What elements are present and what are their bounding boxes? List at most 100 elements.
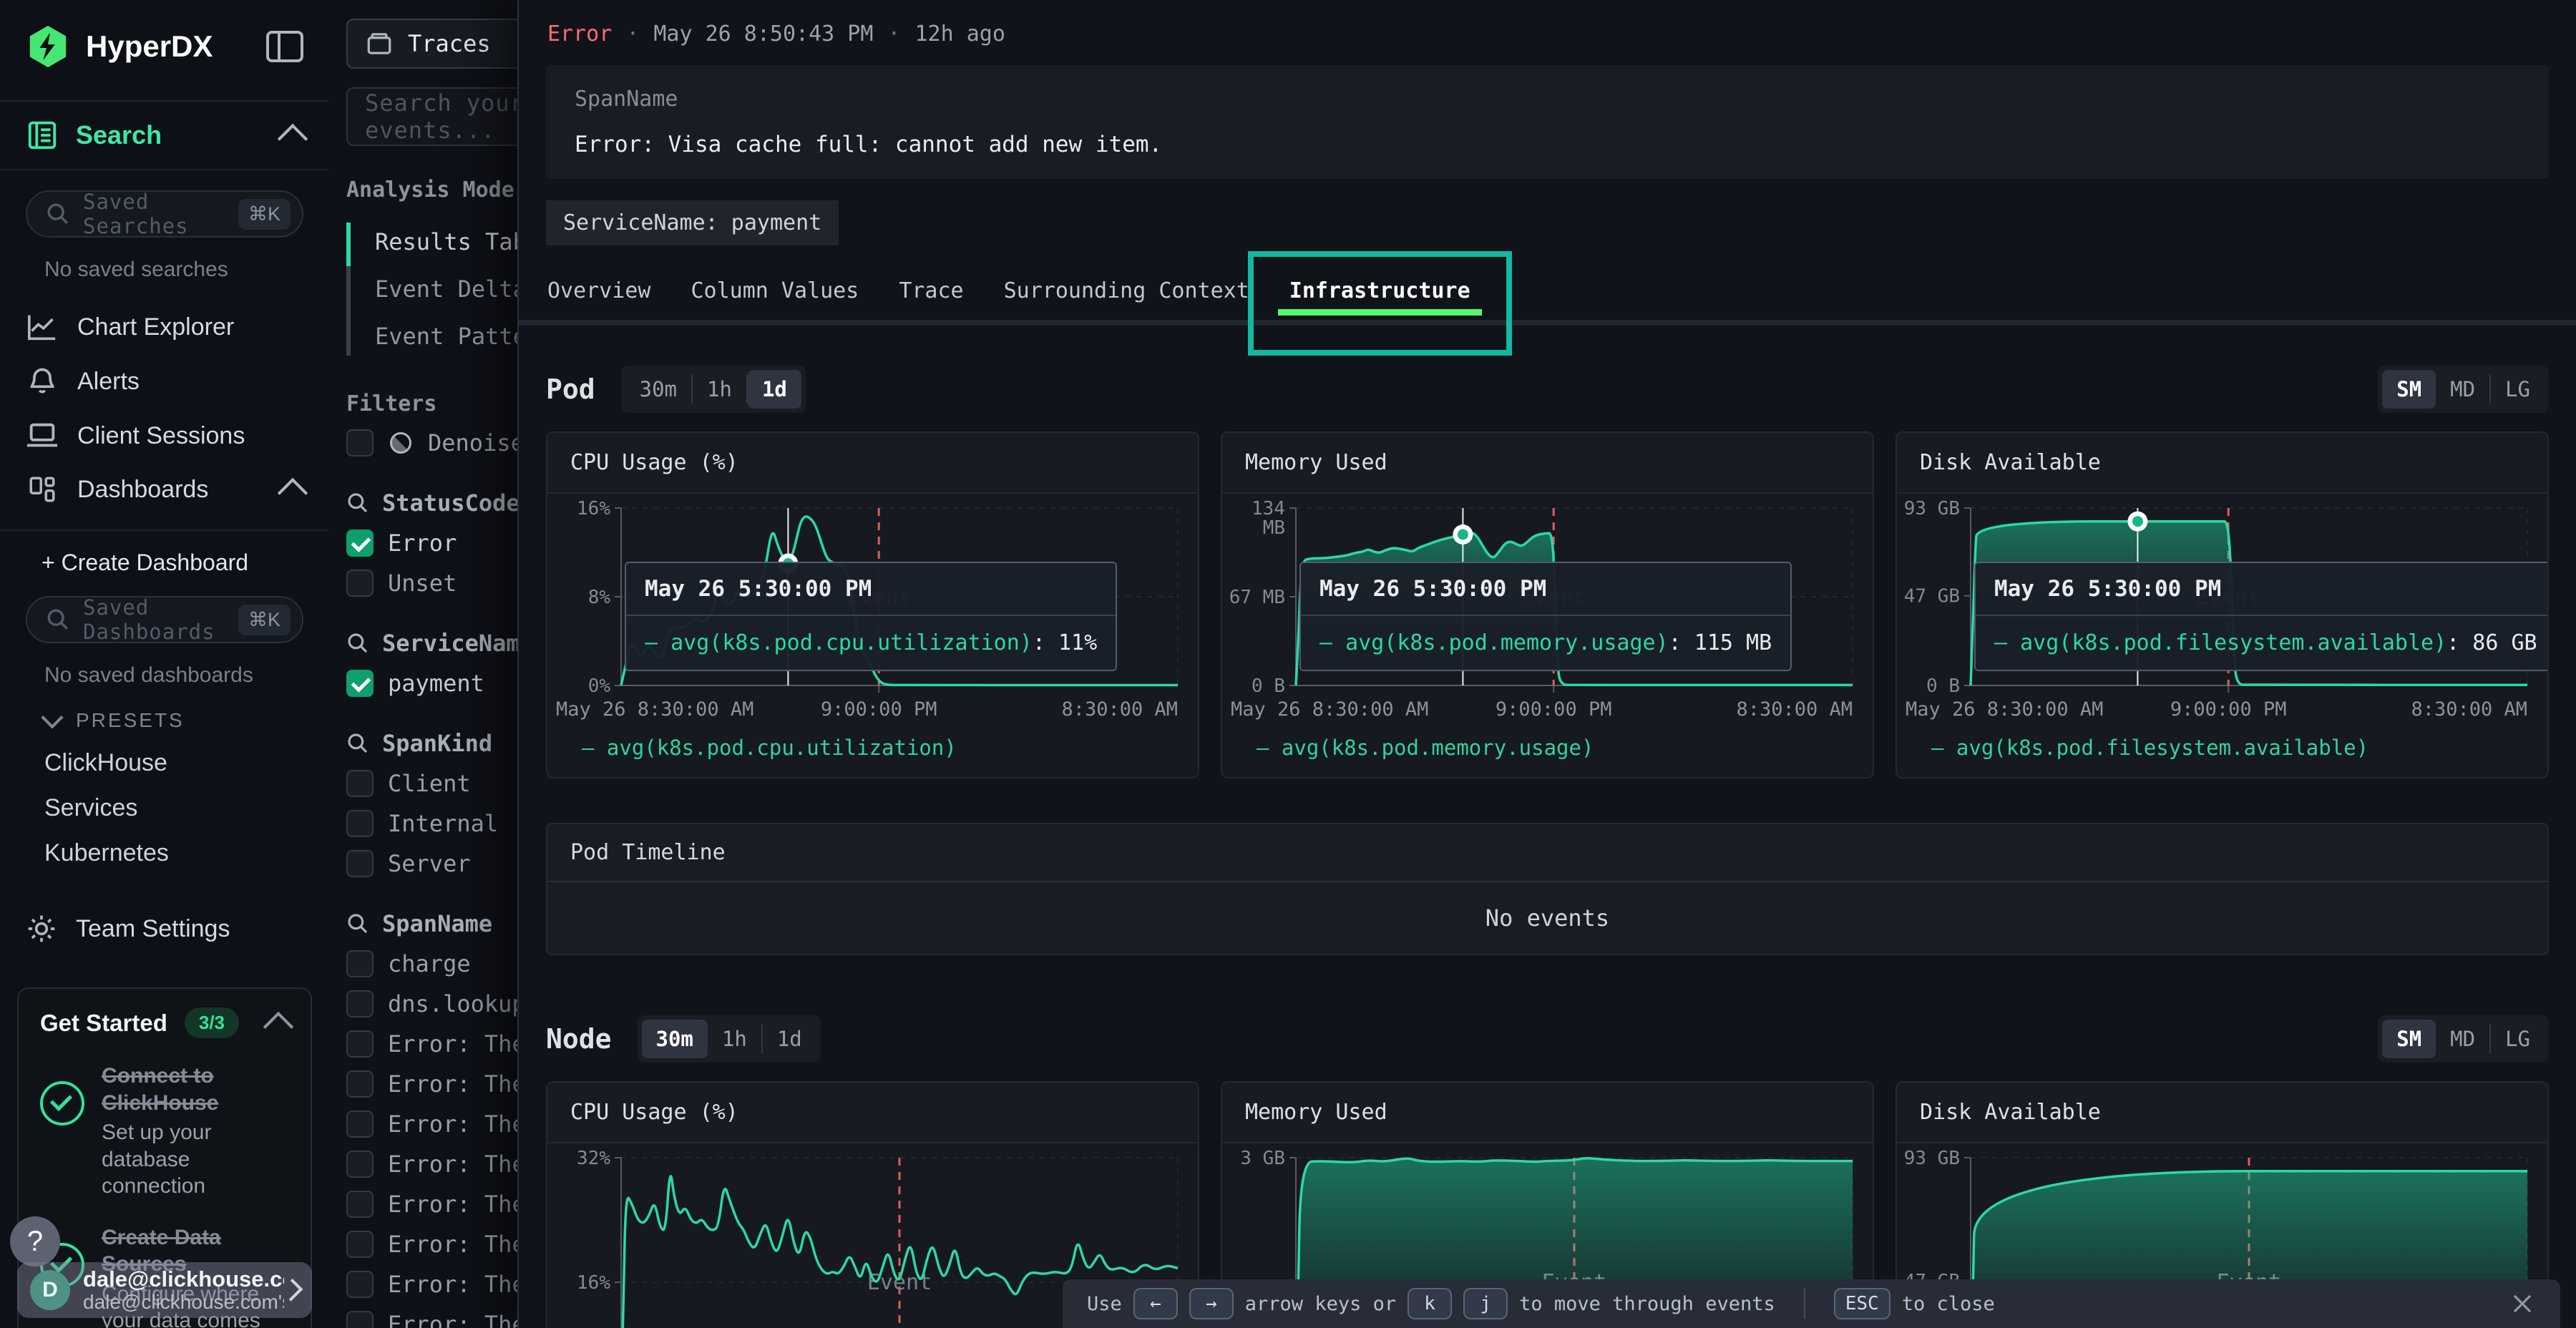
tab-infrastructure[interactable]: Infrastructure	[1289, 263, 1470, 320]
mode-results-table[interactable]: Results Table	[346, 218, 517, 265]
close-icon[interactable]	[2509, 1290, 2536, 1317]
range-30m[interactable]: 30m	[625, 370, 691, 409]
checkbox-checked[interactable]	[346, 529, 374, 557]
event-search-input[interactable]: Search your events...	[346, 87, 517, 146]
filter-group-servicename[interactable]: ServiceName	[346, 630, 517, 657]
preset-services[interactable]: Services	[44, 794, 329, 822]
range-30m[interactable]: 30m	[642, 1020, 708, 1058]
filter-option[interactable]: dns.lookup	[346, 990, 517, 1017]
step-desc: Set up your database connection	[102, 1119, 289, 1200]
saved-dashboards-input[interactable]: Saved Dashboards ⌘K	[26, 596, 303, 643]
filter-option[interactable]: Error: The cr	[346, 1231, 517, 1258]
checkbox[interactable]	[346, 1231, 374, 1258]
size-md[interactable]: MD	[2436, 370, 2489, 409]
checkbox-checked[interactable]	[346, 670, 374, 697]
mode-event-patterns[interactable]: Event Patterns	[346, 313, 517, 360]
tab-column-values[interactable]: Column Values	[691, 263, 859, 320]
checkbox[interactable]	[346, 770, 374, 797]
user-org: dale@clickhouse.com's	[83, 1292, 284, 1314]
tab-trace[interactable]: Trace	[899, 263, 963, 320]
checkbox[interactable]	[346, 1151, 374, 1178]
checkbox[interactable]	[346, 429, 374, 456]
filter-option[interactable]: Server	[346, 850, 517, 877]
chevron-up-icon	[278, 478, 308, 508]
tooltip-value: : 86 GB	[2446, 630, 2537, 655]
sidebar-item-chart-explorer[interactable]: Chart Explorer	[0, 301, 329, 353]
size-lg[interactable]: LG	[2491, 370, 2545, 409]
preset-clickhouse[interactable]: ClickHouse	[44, 749, 329, 777]
checkbox[interactable]	[346, 810, 374, 837]
size-sm[interactable]: SM	[2382, 370, 2436, 409]
checkbox[interactable]	[346, 950, 374, 977]
checkbox[interactable]	[346, 570, 374, 597]
k-key[interactable]: k	[1407, 1288, 1452, 1319]
filter-option[interactable]: Client	[346, 770, 517, 797]
filter-option[interactable]: Error: The cr	[346, 1030, 517, 1058]
range-1h[interactable]: 1h	[708, 1020, 761, 1058]
tab-overview[interactable]: Overview	[547, 263, 651, 320]
filter-option[interactable]: Error: The cr	[346, 1271, 517, 1298]
help-button[interactable]: ?	[10, 1216, 60, 1266]
get-started-step[interactable]: Connect to ClickHouse Set up your databa…	[40, 1063, 289, 1200]
saved-dashboards-placeholder: Saved Dashboards	[83, 595, 238, 644]
separator: ·	[626, 21, 639, 47]
filter-option[interactable]: Error	[346, 529, 517, 557]
filter-option[interactable]: charge	[346, 950, 517, 977]
service-name-tag[interactable]: ServiceName: payment	[546, 200, 839, 245]
filter-option[interactable]: Internal	[346, 810, 517, 837]
sidebar-item-client-sessions[interactable]: Client Sessions	[0, 409, 329, 462]
sidebar-item-alerts[interactable]: Alerts	[0, 353, 329, 409]
size-md[interactable]: MD	[2436, 1020, 2489, 1058]
presets-toggle[interactable]: PRESETS	[44, 709, 329, 732]
nav-label: Alerts	[77, 368, 303, 396]
checkbox[interactable]	[346, 850, 374, 877]
sidebar-item-team-settings[interactable]: Team Settings	[0, 899, 329, 959]
filter-option[interactable]: Error: The cr	[346, 1191, 517, 1218]
filter-group-statuscode[interactable]: StatusCode	[346, 489, 517, 517]
checkbox[interactable]	[346, 990, 374, 1017]
chevron-up-icon[interactable]	[263, 1011, 293, 1041]
user-menu[interactable]: D dale@clickhouse.com dale@clickhouse.co…	[17, 1262, 312, 1318]
checkbox[interactable]	[346, 1110, 374, 1138]
tab-surrounding-context[interactable]: Surrounding Context	[1004, 263, 1249, 320]
size-sm[interactable]: SM	[2382, 1020, 2436, 1058]
filter-group-spanname[interactable]: SpanName	[346, 910, 517, 937]
no-saved-dashboards-text: No saved dashboards	[44, 663, 329, 688]
checkbox[interactable]	[346, 1070, 374, 1098]
sidebar-item-search[interactable]: Search	[0, 100, 329, 170]
range-1h[interactable]: 1h	[693, 370, 746, 409]
range-1d[interactable]: 1d	[748, 370, 801, 409]
range-1d[interactable]: 1d	[763, 1020, 816, 1058]
filter-option[interactable]: Unset	[346, 570, 517, 597]
preset-kubernetes[interactable]: Kubernetes	[44, 839, 329, 867]
size-lg[interactable]: LG	[2491, 1020, 2545, 1058]
filter-option[interactable]: Error: The cr	[346, 1070, 517, 1098]
collapse-sidebar-icon[interactable]	[266, 31, 303, 62]
left-arrow-key[interactable]: ←	[1133, 1288, 1178, 1319]
mode-event-deltas[interactable]: Event Deltas	[346, 265, 517, 313]
source-select[interactable]: Traces	[346, 19, 517, 69]
create-dashboard-button[interactable]: + Create Dashboard	[0, 531, 329, 576]
filter-group-spankind[interactable]: SpanKind	[346, 730, 517, 757]
hint-text: to close	[1902, 1293, 1995, 1315]
checkbox[interactable]	[346, 1191, 374, 1218]
sidebar-item-dashboards[interactable]: Dashboards	[0, 462, 329, 517]
checkbox[interactable]	[346, 1030, 374, 1058]
filter-option[interactable]: Error: The cr	[346, 1110, 517, 1138]
mode-track	[346, 223, 351, 356]
pod-timeline-empty: No events	[547, 882, 2547, 954]
checkbox[interactable]	[346, 1311, 374, 1328]
denoise-checkbox-row[interactable]: Denoise Results	[346, 429, 517, 456]
saved-searches-input[interactable]: Saved Searches ⌘K	[26, 190, 303, 238]
esc-key[interactable]: ESC	[1834, 1288, 1890, 1319]
filter-option[interactable]: Error: The cr	[346, 1151, 517, 1178]
svg-text:0 B: 0 B	[1252, 675, 1285, 697]
filter-option[interactable]: payment	[346, 670, 517, 697]
right-arrow-key[interactable]: →	[1189, 1288, 1234, 1319]
filter-option[interactable]: Error: The cr	[346, 1311, 517, 1328]
j-key[interactable]: j	[1463, 1288, 1508, 1319]
nav-label: Dashboards	[77, 476, 282, 504]
nav-label: Client Sessions	[77, 422, 303, 450]
checkbox[interactable]	[346, 1271, 374, 1298]
svg-text:May 26 8:30:00 AM: May 26 8:30:00 AM	[556, 698, 753, 721]
